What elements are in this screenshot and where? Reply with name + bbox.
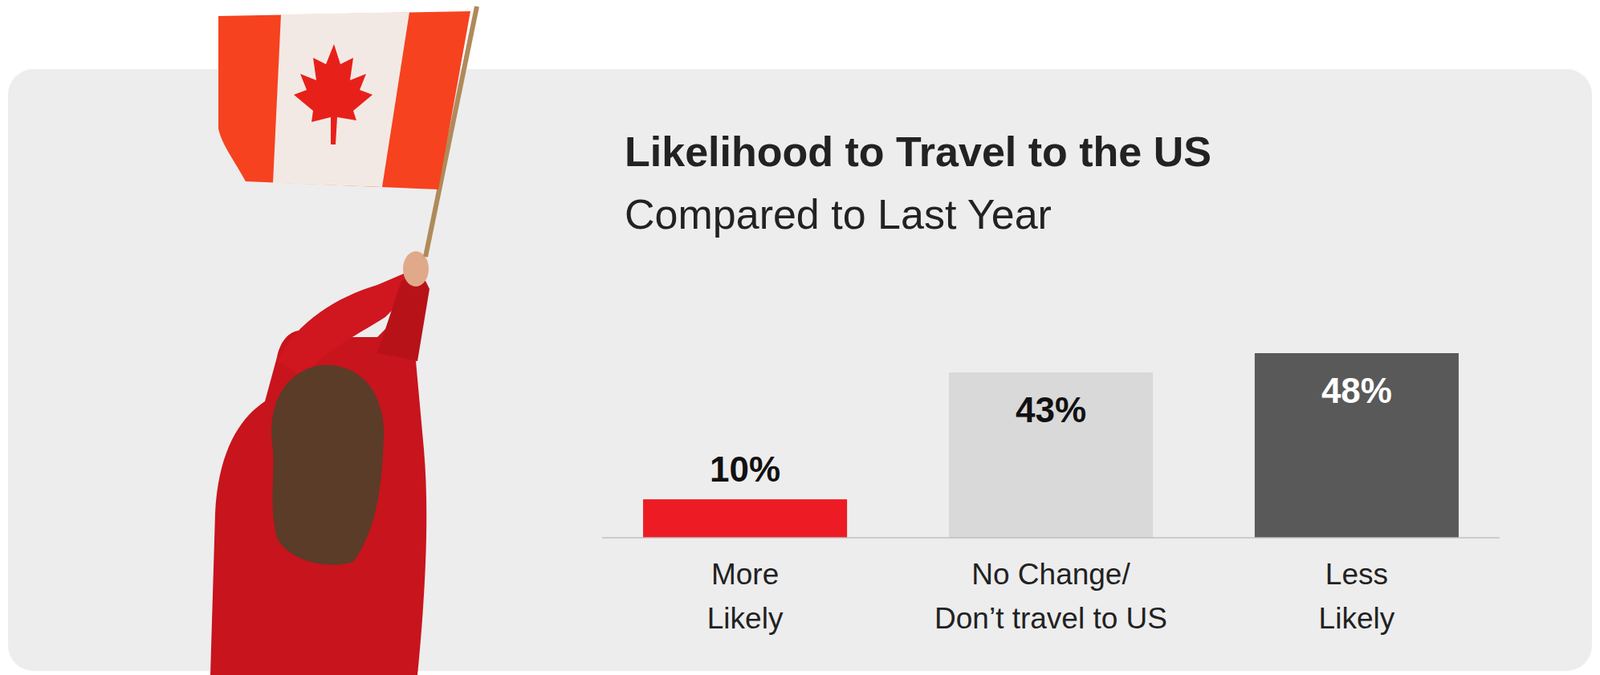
flag-white — [272, 12, 410, 188]
figure-arm — [377, 272, 430, 362]
data-labels: 10% 43% 48% — [709, 370, 1393, 489]
data-label: 10% — [709, 449, 781, 489]
flag — [218, 11, 471, 190]
x-axis: MoreLikely No Change/Don’t travel to US Le… — [602, 537, 1500, 636]
x-tick: MoreLikely — [707, 537, 784, 636]
bar — [948, 372, 1153, 538]
bars — [643, 353, 1459, 538]
illustration — [210, 6, 477, 675]
bar — [643, 499, 847, 538]
x-tick: LessLikely — [1319, 537, 1396, 636]
x-tick-label: LessLikely — [1319, 557, 1396, 636]
maple-leaf — [293, 44, 373, 145]
x-tick: No Change/Don’t travel to US — [934, 537, 1168, 636]
chart-root: Likelihood to Travel to the US Compared t… — [0, 0, 1600, 675]
axis-line — [602, 537, 1500, 539]
x-tick-label: MoreLikely — [707, 557, 784, 636]
x-tick-label: No Change/Don’t travel to US — [934, 557, 1168, 636]
figure-body — [210, 328, 427, 675]
figure-hair — [271, 365, 384, 566]
data-label: 43% — [1015, 390, 1087, 430]
data-label: 48% — [1321, 370, 1393, 411]
chart-subtitle: Compared to Last Year — [624, 191, 1052, 238]
bar — [1254, 353, 1459, 538]
chart-title: Likelihood to Travel to the US — [624, 128, 1212, 176]
